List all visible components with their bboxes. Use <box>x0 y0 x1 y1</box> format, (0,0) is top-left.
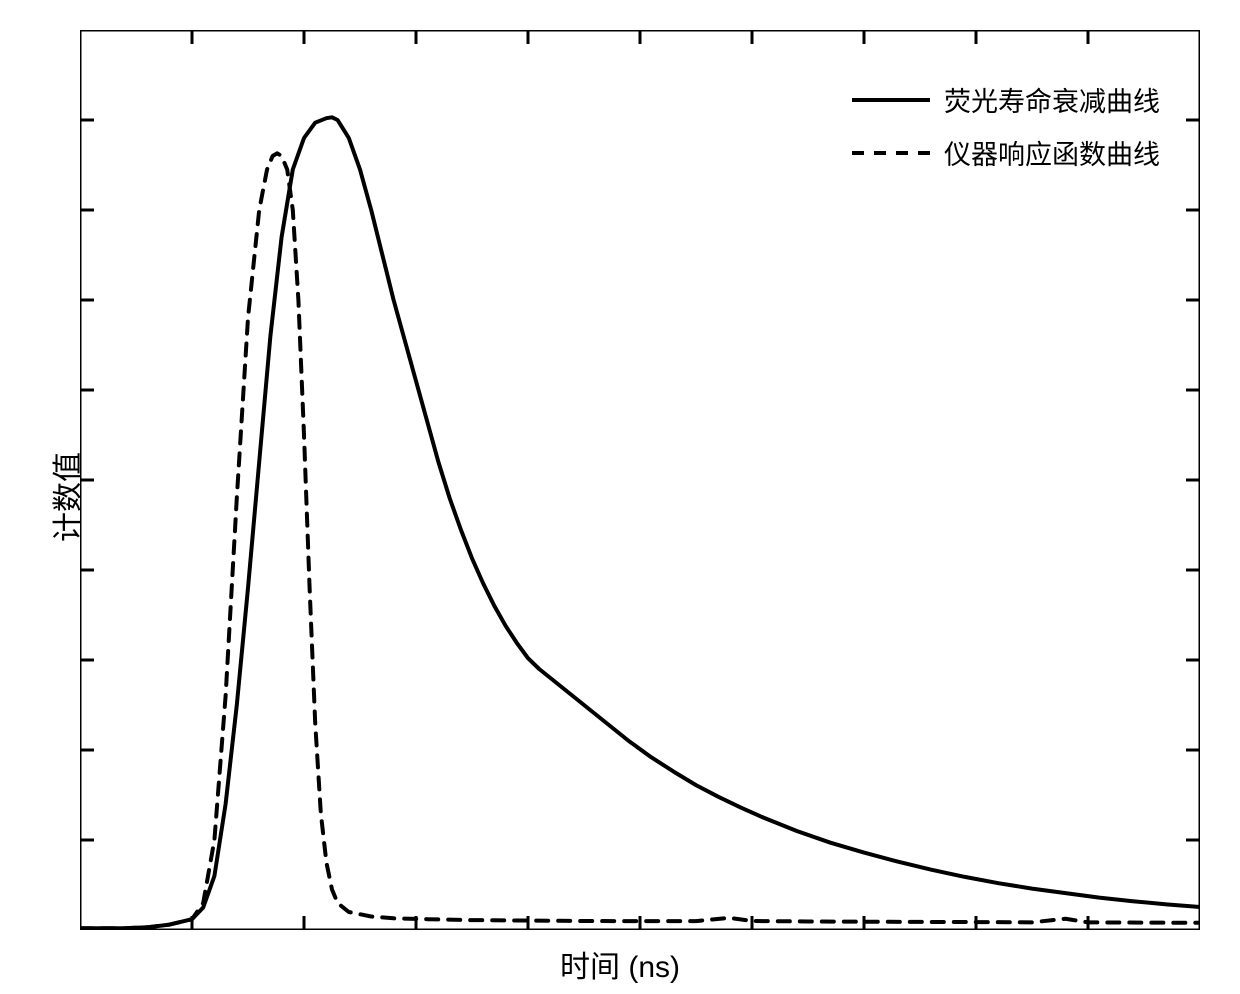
x-axis-label: 时间 (ns) <box>560 942 680 986</box>
legend: 荧光寿命衰减曲线 仪器响应函数曲线 <box>852 80 1160 172</box>
legend-item-decay: 荧光寿命衰减曲线 <box>852 80 1160 119</box>
legend-item-irf: 仪器响应函数曲线 <box>852 133 1160 172</box>
legend-label-irf: 仪器响应函数曲线 <box>944 133 1160 172</box>
legend-swatch-dashed <box>852 141 930 165</box>
legend-swatch-solid <box>852 88 930 112</box>
legend-label-decay: 荧光寿命衰减曲线 <box>944 80 1160 119</box>
chart-container: 荧光寿命衰减曲线 仪器响应函数曲线 <box>80 30 1200 930</box>
